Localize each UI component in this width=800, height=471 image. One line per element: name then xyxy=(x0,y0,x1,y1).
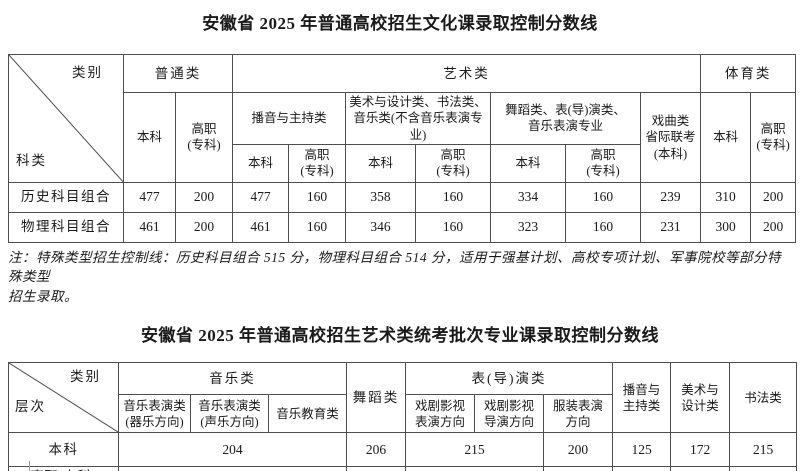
history-subject-row: 历史科目组合 477 200 477 160 358 160 334 160 2… xyxy=(8,181,797,213)
table2-title: 安徽省 2025 年普通高校招生艺术类统考批次专业课录取控制分数线 xyxy=(141,326,659,346)
table2-subgroup-header-row: 音乐表演类 (器乐方向) 音乐表演类 (声乐方向) 音乐教育类 戏剧影视 表演方… xyxy=(9,394,797,434)
table1-level-header-row: 本科 高职 (专科) 本科 高职 (专科) 本科 高职 (专科) xyxy=(9,143,796,183)
score-cell: 334 xyxy=(490,181,566,213)
score-cell: 160 xyxy=(565,181,641,213)
cropped-next-row-line xyxy=(29,461,30,471)
score-cell: 125 xyxy=(612,466,672,471)
score-cell: 160 xyxy=(415,211,491,243)
score-cell: 192 xyxy=(117,466,348,471)
row-label-benke: 本科 xyxy=(8,432,119,468)
score-cell: 300 xyxy=(700,211,752,243)
table2-corner-cell: 类别 层次 xyxy=(8,362,119,434)
header-art-gaozhi: 高职 (专科) xyxy=(415,143,491,183)
score-cell: 358 xyxy=(345,181,416,213)
group-art-design: 美术与 设计类 xyxy=(670,362,731,434)
corner-category-label: 类别 xyxy=(72,65,103,80)
header-music-vocal: 音乐表演类 (声乐方向) xyxy=(190,394,269,434)
group-arts: 艺术类 xyxy=(231,54,702,93)
header-music-instrument: 音乐表演类 (器乐方向) xyxy=(118,394,191,434)
score-cell: 200 xyxy=(175,211,233,243)
group-dance: 舞蹈类 xyxy=(346,362,407,434)
table2-group-header-row: 类别 层次 音乐类 舞蹈类 表(导)演类 播音与 主持类 美术与 设计类 书法类 xyxy=(8,362,798,434)
header-dance-benke: 本科 xyxy=(490,143,566,183)
table1-title: 安徽省 2025 年普通高校招生文化课录取控制分数线 xyxy=(202,14,598,33)
group-broadcast: 播音与 主持类 xyxy=(612,362,672,434)
score-cell: 204 xyxy=(117,432,348,468)
table1-subgroup-header-row: 本科 高职 (专科) 播音与主持类 美术与设计类、书法类、 音乐类(不含音乐表演… xyxy=(9,92,797,183)
row-label-gaozhi: 高职(专科) （前期已公布） xyxy=(8,466,119,471)
score-cell: 231 xyxy=(639,211,702,243)
score-cell: 323 xyxy=(490,211,566,243)
score-cell: 160 xyxy=(288,211,346,243)
score-cell: 160 xyxy=(288,181,346,213)
score-cell: 172 xyxy=(670,432,731,468)
arts-major-score-table: 类别 层次 音乐类 舞蹈类 表(导)演类 播音与 主持类 美术与 设计类 书法类… xyxy=(8,362,798,471)
score-cell: 171 xyxy=(543,466,614,471)
diagonal-line xyxy=(9,55,123,182)
header-drama-directing: 戏剧影视 导演方向 xyxy=(474,394,545,434)
table1-corner-cell: 类别 科类 xyxy=(8,54,124,183)
score-cell: 461 xyxy=(123,211,176,243)
header-sports-benke: 本科 xyxy=(700,92,752,183)
table1-group-header-row: 类别 科类 普通类 艺术类 体育类 xyxy=(8,54,797,183)
header-opera-joint-exam: 戏曲类 省际联考 (本科) xyxy=(639,92,702,183)
row-label-physics: 物理科目组合 xyxy=(8,211,124,243)
special-type-control-line-note: 注：特殊类型招生控制线：历史科目组合 515 分，物理科目组合 514 分，适用… xyxy=(8,249,781,304)
gaozhi-row: 高职(专科) （前期已公布） 192 200 186 171 125 160 1… xyxy=(8,466,798,471)
score-cell: 125 xyxy=(612,432,672,468)
score-cell: 477 xyxy=(123,181,176,213)
header-broadcast-gaozhi: 高职 (专科) xyxy=(288,143,346,183)
score-cell: 160 xyxy=(670,466,731,471)
score-cell: 477 xyxy=(232,181,289,213)
physics-subject-row: 物理科目组合 461 200 461 160 346 160 323 160 2… xyxy=(8,211,797,243)
group-acting: 表(导)演类 xyxy=(405,362,614,396)
score-cell: 200 xyxy=(543,432,614,468)
score-cell: 186 xyxy=(405,466,545,471)
group-calligraphy: 书法类 xyxy=(729,362,798,434)
header-broadcast-group: 播音与主持类 xyxy=(232,92,346,145)
score-cell: 206 xyxy=(346,432,407,468)
group-sports: 体育类 xyxy=(700,54,797,93)
score-cell: 461 xyxy=(232,211,289,243)
culture-score-table: 类别 科类 普通类 艺术类 体育类 本科 高职 (专科) 播音与主持类 美术与设… xyxy=(8,54,797,243)
row-label-history: 历史科目组合 xyxy=(8,181,124,213)
header-broadcast-benke: 本科 xyxy=(232,143,289,183)
score-cell: 215 xyxy=(729,432,798,468)
header-sports-gaozhi: 高职 (专科) xyxy=(750,92,797,183)
header-dance-gaozhi: 高职 (专科) xyxy=(565,143,641,183)
score-cell: 192 xyxy=(729,466,798,471)
corner-category-label: 类别 xyxy=(70,369,101,385)
score-cell: 200 xyxy=(750,181,797,213)
score-cell: 310 xyxy=(700,181,752,213)
score-cell: 200 xyxy=(175,181,233,213)
score-cell: 160 xyxy=(415,181,491,213)
score-cell: 215 xyxy=(405,432,545,468)
score-cell: 200 xyxy=(346,466,407,471)
score-cell: 346 xyxy=(345,211,416,243)
group-music: 音乐类 xyxy=(117,362,348,396)
header-art-benke: 本科 xyxy=(345,143,416,183)
score-cell: 239 xyxy=(639,181,702,213)
corner-level-label: 层次 xyxy=(15,398,46,414)
benke-row: 本科 204 206 215 200 125 172 215 xyxy=(8,432,798,468)
header-general-gaozhi: 高职 (专科) xyxy=(175,92,233,183)
header-fashion-show: 服装表演 方向 xyxy=(543,394,614,434)
header-music-education: 音乐教育类 xyxy=(267,394,348,434)
header-general-benke: 本科 xyxy=(123,92,176,183)
diagonal-line xyxy=(9,363,118,432)
header-dance-perform-group: 舞蹈类、表(导)演类、 音乐表演专业 xyxy=(490,92,641,145)
header-art-design-group: 美术与设计类、书法类、 音乐类(不含音乐表演专业) xyxy=(345,92,491,145)
group-general: 普通类 xyxy=(123,54,233,93)
score-cell: 200 xyxy=(750,211,797,243)
header-drama-acting: 戏剧影视 表演方向 xyxy=(405,394,476,434)
corner-subject-label: 科类 xyxy=(16,153,47,169)
score-cell: 160 xyxy=(565,211,641,243)
